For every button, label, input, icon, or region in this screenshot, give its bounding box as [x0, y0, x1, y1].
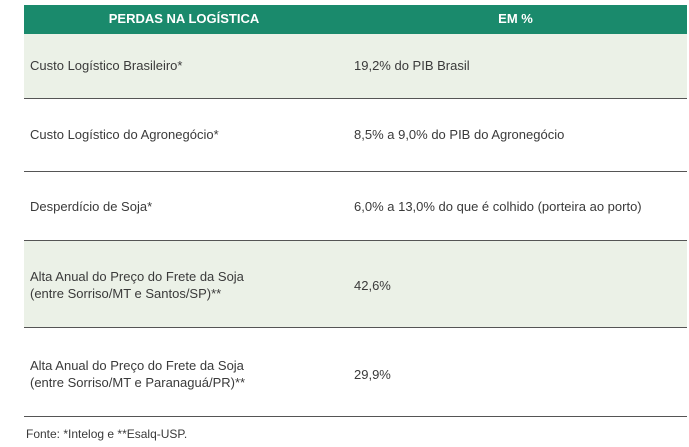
row-divider: [24, 240, 687, 241]
row-label-sub: (entre Sorriso/MT e Santos/SP)**: [30, 286, 222, 301]
table-row: Custo Logístico do Agronegócio* 8,5% a 9…: [24, 99, 687, 171]
header-col-percent: EM %: [498, 11, 533, 26]
table-header: PERDAS NA LOGÍSTICA EM %: [24, 5, 687, 34]
row-label: Desperdício de Soja*: [30, 199, 153, 214]
row-value: 42,6%: [354, 278, 391, 293]
row-value: 6,0% a 13,0% do que é colhido (porteira …: [354, 199, 642, 214]
row-value: 29,9%: [354, 367, 391, 382]
row-divider: [24, 416, 687, 417]
table-row: Desperdício de Soja* 6,0% a 13,0% do que…: [24, 172, 687, 240]
source-footnote: Fonte: *Intelog e **Esalq-USP.: [26, 427, 188, 441]
row-label-sub: (entre Sorriso/MT e Paranaguá/PR)**: [30, 375, 246, 390]
header-col-losses: PERDAS NA LOGÍSTICA: [108, 11, 260, 26]
table-row: Custo Logístico Brasileiro* 19,2% do PIB…: [24, 34, 687, 98]
row-divider: [24, 98, 687, 99]
row-value: 19,2% do PIB Brasil: [354, 58, 470, 73]
row-divider: [24, 327, 687, 328]
row-value: 8,5% a 9,0% do PIB do Agronegócio: [354, 127, 565, 142]
row-label: Custo Logístico Brasileiro*: [30, 58, 183, 73]
table-row: Alta Anual do Preço do Frete da Soja (en…: [24, 241, 687, 327]
row-label: Custo Logístico do Agronegócio*: [30, 127, 219, 142]
table-row: Alta Anual do Preço do Frete da Soja (en…: [24, 328, 687, 416]
row-label: Alta Anual do Preço do Frete da Soja: [30, 269, 244, 284]
row-label: Alta Anual do Preço do Frete da Soja: [30, 358, 244, 373]
row-divider: [24, 171, 687, 172]
